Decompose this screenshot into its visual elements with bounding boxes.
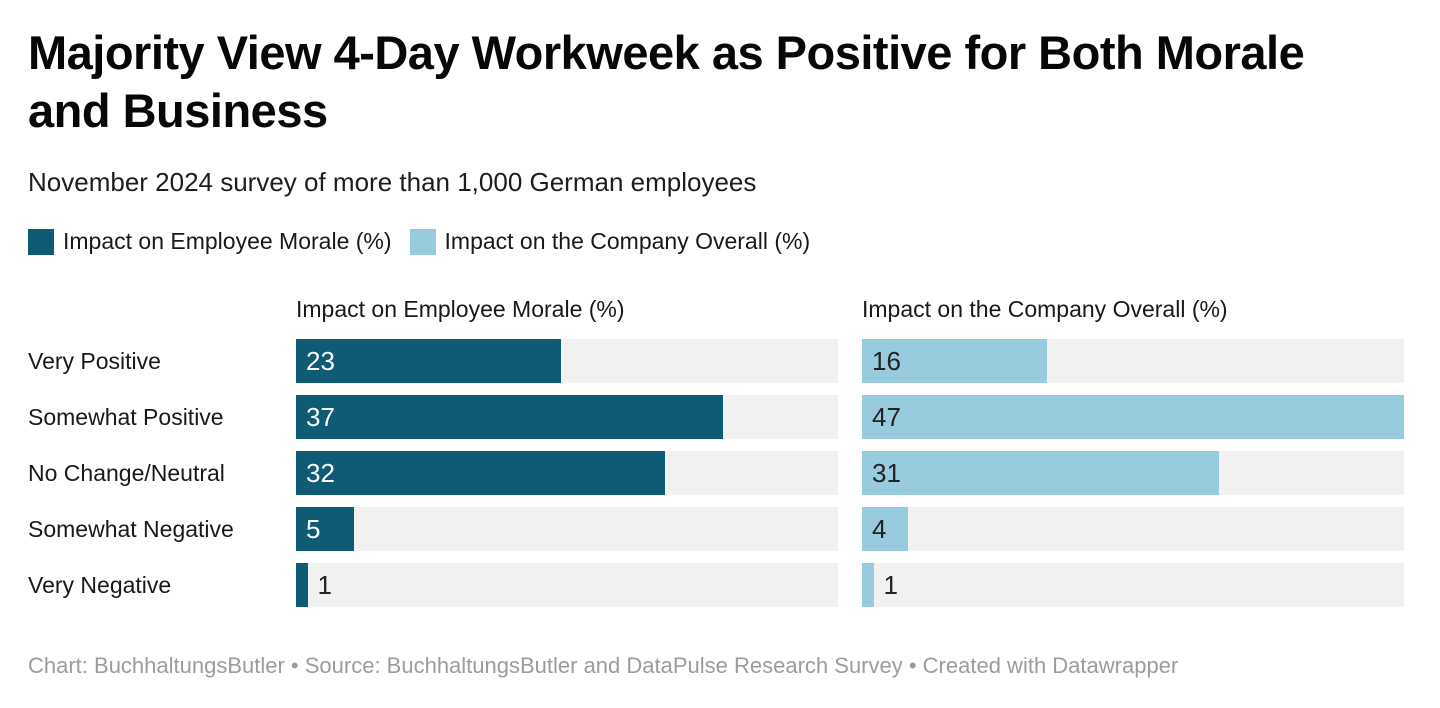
category-column-spacer [28,295,272,323]
legend-item-company: Impact on the Company Overall (%) [409,228,811,255]
bar-company: 16 [862,339,1047,383]
column-header-company: Impact on the Company Overall (%) [862,296,1228,322]
legend-item-morale: Impact on Employee Morale (%) [28,228,392,255]
bar-track: 4 [862,507,1404,551]
bar-track: 23 [296,339,838,383]
chart-title: Majority View 4-Day Workweek as Positive… [28,26,1305,137]
bar-value-label: 4 [872,513,887,544]
bar-value-label: 31 [872,457,901,488]
bar-morale: 5 [296,507,354,551]
legend: Impact on Employee Morale (%) Impact on t… [28,228,1404,255]
chart-row: Very Negative 1 1 [28,563,1404,607]
column-header-morale: Impact on Employee Morale (%) [296,296,625,322]
chart-row: No Change/Neutral 32 31 [28,451,1404,495]
chart-row: Somewhat Positive 37 47 [28,395,1404,439]
category-label: Very Positive [28,347,161,374]
bar-value-label: 47 [872,401,901,432]
category-label: No Change/Neutral [28,459,225,486]
column-headers: Impact on Employee Morale (%) Impact on … [28,295,1404,323]
bar-value-label: 1 [883,569,898,600]
bar-morale [296,563,308,607]
bar-track: 16 [862,339,1404,383]
bar-track: 32 [296,451,838,495]
chart-subtitle: November 2024 survey of more than 1,000 … [28,167,757,197]
legend-label: Impact on the Company Overall (%) [444,228,811,254]
bar-morale: 32 [296,451,666,495]
category-label: Somewhat Negative [28,515,234,542]
chart-rows: Very Positive 23 16 Somewhat Positive 37 47 No… [28,339,1404,607]
category-label: Somewhat Positive [28,403,224,430]
bar-value-label: 37 [306,401,335,432]
bar-track: 1 [296,563,838,607]
bar-morale: 37 [296,395,723,439]
chart-row: Somewhat Negative 5 4 [28,507,1404,551]
bar-track: 47 [862,395,1404,439]
legend-swatch-icon [28,228,54,255]
bar-value-label: 1 [317,569,332,600]
bar-track: 1 [862,563,1404,607]
chart-row: Very Positive 23 16 [28,339,1404,383]
bar-morale: 23 [296,339,562,383]
bar-value-label: 32 [306,457,335,488]
bar-track: 31 [862,451,1404,495]
chart-container: Majority View 4-Day Workweek as Positive… [28,24,1404,679]
chart-footer: Chart: BuchhaltungsButler • Source: Buch… [28,653,1179,678]
bar-value-label: 16 [872,345,901,376]
bar-value-label: 5 [306,513,321,544]
bar-track: 37 [296,395,838,439]
bar-company: 31 [862,451,1220,495]
bar-company: 47 [862,395,1404,439]
legend-swatch-icon [409,228,436,255]
legend-label: Impact on Employee Morale (%) [63,228,392,254]
bar-track: 5 [296,507,838,551]
category-label: Very Negative [28,571,172,598]
bar-value-label: 23 [306,345,335,376]
bar-company: 4 [862,507,909,551]
bar-company [862,563,874,607]
